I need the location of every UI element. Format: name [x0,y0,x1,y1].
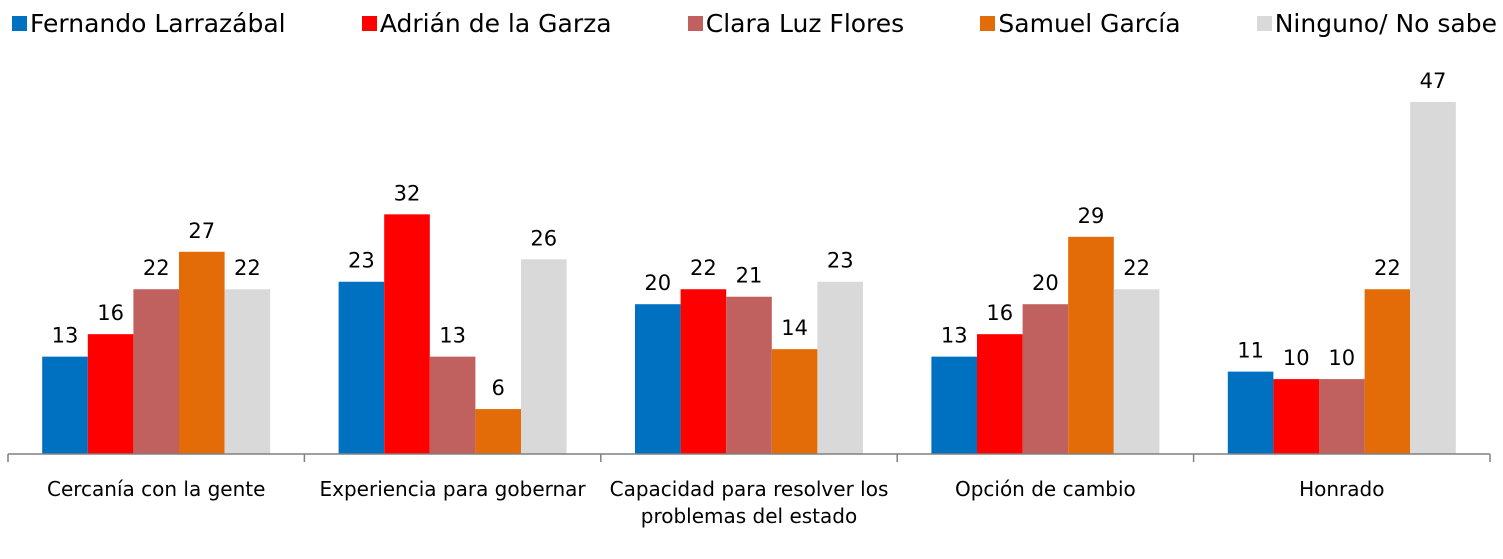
bar [179,251,225,454]
bar [977,334,1023,454]
legend-swatch [687,15,703,31]
data-label: 32 [394,181,421,205]
legend-label: Clara Luz Flores [705,8,905,38]
data-label: 16 [986,301,1013,325]
bar [429,356,476,454]
bar [1022,304,1069,454]
data-label: 11 [1237,339,1264,363]
bar [1410,102,1456,454]
bar [338,281,385,454]
legend-swatch [12,15,27,31]
data-label: 22 [1374,256,1401,280]
x-tick-label: Honrado [1299,477,1385,501]
bar [42,356,88,454]
bar [817,281,863,454]
legend-label: Adrián de la Garza [379,8,612,38]
data-label: 22 [234,256,261,280]
x-tick-label: Cercanía con la gente [46,477,266,501]
bar [1113,289,1160,454]
data-label: 23 [348,249,375,273]
data-label: 21 [736,264,763,288]
bar [224,289,271,454]
data-label: 22 [143,256,170,280]
legend-item: Adrián de la Garza [361,8,612,38]
bar [931,356,977,454]
data-label: 13 [941,324,968,348]
data-label: 14 [781,316,808,340]
legend-swatch [980,15,996,31]
legend-item: Clara Luz Flores [687,8,905,38]
legend-label: Ninguno/ No sabe [1274,8,1497,38]
bar [635,304,681,454]
legend-item: Ninguno/ No sabe [1256,8,1497,38]
data-label: 22 [1123,256,1150,280]
data-label: 20 [1032,271,1059,295]
data-label: 6 [492,376,505,400]
data-label: 20 [644,271,671,295]
legend-swatch [1256,15,1272,31]
x-tick-label: Opción de cambio [954,477,1136,501]
bar [384,214,430,454]
data-label: 13 [52,324,79,348]
legend-swatch [361,15,377,31]
bar [475,409,521,454]
bar [726,296,772,454]
bar [1273,379,1319,454]
x-tick-label: Capacidad para resolver los problemas de… [609,477,889,528]
data-label: 23 [827,249,854,273]
data-label: 27 [188,219,215,243]
data-label: 10 [1328,346,1355,370]
data-label: 16 [97,301,124,325]
legend: Fernando Larrazábal Adrián de la Garza Cla… [12,6,1497,40]
bar [521,259,567,454]
legend-label: Samuel García [998,8,1181,38]
legend-label: Fernando Larrazábal [30,8,286,38]
data-label: 26 [530,226,557,250]
legend-item: Fernando Larrazábal [12,9,286,38]
legend-item: Samuel García [980,8,1181,38]
bar [1227,371,1274,454]
bar [771,349,818,454]
x-tick-label: Experiencia para gobernar [319,477,586,501]
data-label: 47 [1420,69,1447,93]
bar [1068,236,1114,454]
data-label: 10 [1283,346,1310,370]
bar [133,289,179,454]
bar [680,289,727,454]
bar [1364,289,1411,454]
data-label: 22 [690,256,717,280]
bar [87,334,134,454]
data-label: 29 [1078,204,1105,228]
data-label: 13 [439,324,466,348]
bar [1319,379,1365,454]
